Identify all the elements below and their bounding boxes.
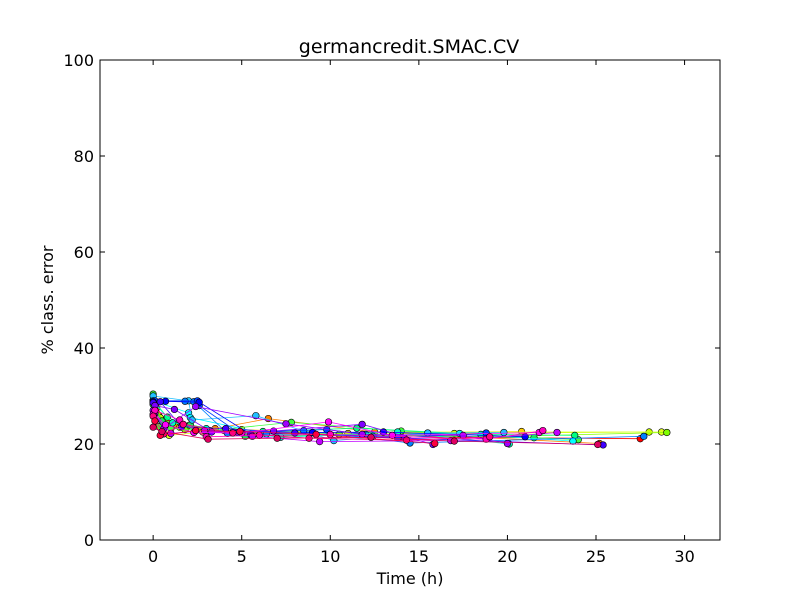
data-point xyxy=(402,436,411,444)
x-axis: 0 5 10 15 20 25 30 xyxy=(148,60,695,566)
data-point xyxy=(282,420,290,428)
data-point xyxy=(204,435,212,443)
y-axis: 0 20 40 60 80 100 xyxy=(63,51,720,550)
y-tick-label: 60 xyxy=(74,243,94,262)
data-point xyxy=(530,434,538,442)
x-tick-label: 10 xyxy=(320,547,340,566)
x-tick-label: 5 xyxy=(237,547,247,566)
series-23 xyxy=(149,423,602,449)
data-point xyxy=(236,427,244,436)
x-tick-label: 30 xyxy=(674,547,694,566)
plot-series xyxy=(149,390,671,449)
data-point xyxy=(500,428,508,437)
data-point xyxy=(358,420,366,428)
data-point xyxy=(252,412,260,420)
y-tick-label: 40 xyxy=(74,339,94,358)
data-point xyxy=(192,402,200,411)
data-point xyxy=(324,418,333,426)
data-point xyxy=(367,433,375,441)
data-point xyxy=(312,430,320,439)
y-tick-label: 80 xyxy=(74,147,94,166)
data-point xyxy=(316,438,324,446)
data-point xyxy=(553,428,561,437)
data-point xyxy=(450,437,458,445)
data-point xyxy=(158,427,166,436)
data-point xyxy=(179,420,187,428)
x-tick-label: 25 xyxy=(586,547,606,566)
data-point xyxy=(358,430,366,439)
data-point xyxy=(161,421,170,429)
data-point xyxy=(486,433,494,441)
data-point xyxy=(229,429,237,437)
data-point xyxy=(151,417,159,425)
plot-frame xyxy=(99,59,721,541)
data-point xyxy=(181,397,189,405)
chart-title: germancredit.SMAC.CV xyxy=(299,36,519,58)
y-tick-label: 0 xyxy=(84,531,94,550)
x-tick-label: 0 xyxy=(148,547,158,566)
y-tick-label: 100 xyxy=(63,51,94,70)
data-point xyxy=(326,430,334,439)
x-tick-label: 15 xyxy=(409,547,429,566)
data-point xyxy=(640,432,648,440)
data-point xyxy=(503,439,512,448)
x-axis-label: Time (h) xyxy=(376,569,444,588)
data-point xyxy=(170,405,178,414)
data-point xyxy=(149,423,157,431)
y-tick-label: 20 xyxy=(74,435,94,454)
data-point xyxy=(192,426,200,435)
data-point xyxy=(594,440,602,449)
data-point xyxy=(431,439,439,448)
data-point xyxy=(663,428,671,437)
y-axis-label: % class. error xyxy=(38,245,57,354)
data-point xyxy=(569,437,577,445)
data-point xyxy=(273,434,281,442)
data-point xyxy=(388,431,396,439)
data-point xyxy=(539,426,547,435)
data-point xyxy=(156,398,164,406)
x-tick-label: 20 xyxy=(497,547,517,566)
